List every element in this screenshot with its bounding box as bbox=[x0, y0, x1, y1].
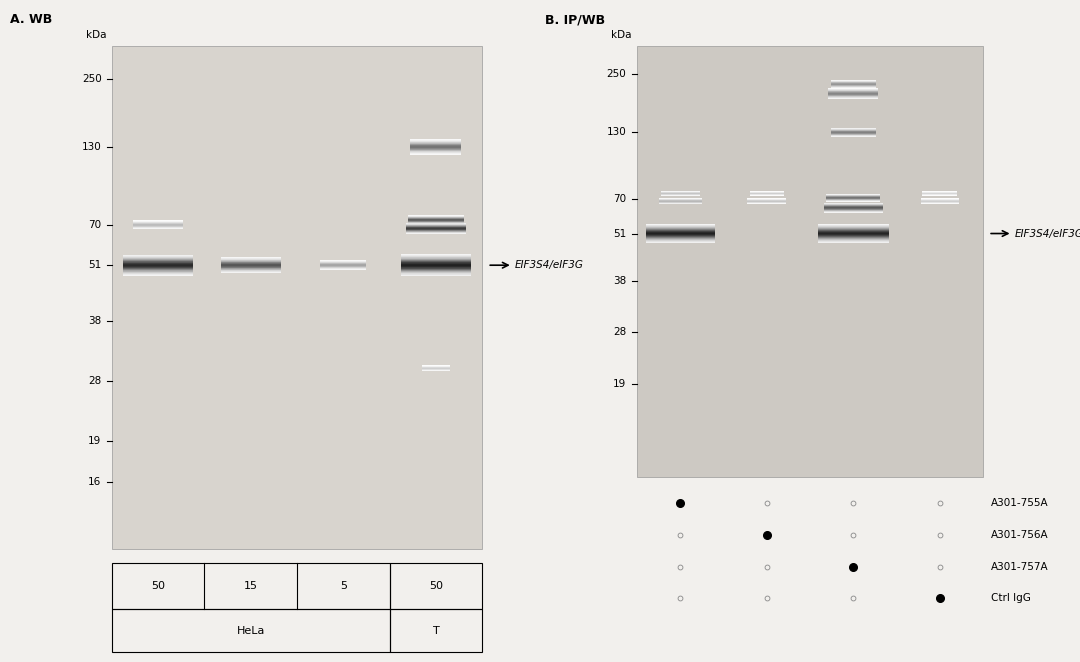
Bar bbox=[111, 609, 390, 652]
Text: 51: 51 bbox=[613, 228, 626, 238]
Text: 16: 16 bbox=[89, 477, 102, 487]
Text: HeLa: HeLa bbox=[237, 626, 265, 636]
Text: 5: 5 bbox=[340, 581, 347, 591]
Bar bbox=[637, 46, 983, 477]
Text: 28: 28 bbox=[613, 328, 626, 338]
Text: 130: 130 bbox=[607, 127, 626, 138]
Text: 250: 250 bbox=[82, 74, 102, 84]
Text: B. IP/WB: B. IP/WB bbox=[545, 13, 606, 26]
Text: 50: 50 bbox=[151, 581, 165, 591]
Text: EIF3S4/eIF3G: EIF3S4/eIF3G bbox=[515, 260, 584, 270]
Text: 250: 250 bbox=[607, 70, 626, 79]
Text: 38: 38 bbox=[613, 276, 626, 286]
Text: kDa: kDa bbox=[86, 30, 107, 40]
Text: A301-757A: A301-757A bbox=[991, 561, 1049, 572]
Text: 50: 50 bbox=[429, 581, 443, 591]
Bar bbox=[390, 563, 482, 609]
Text: A301-756A: A301-756A bbox=[991, 530, 1049, 540]
Bar bbox=[111, 46, 482, 549]
Text: 19: 19 bbox=[613, 379, 626, 389]
Text: 130: 130 bbox=[82, 142, 102, 152]
Text: 70: 70 bbox=[89, 220, 102, 230]
Text: A. WB: A. WB bbox=[10, 13, 53, 26]
Text: 19: 19 bbox=[89, 436, 102, 446]
Text: A301-755A: A301-755A bbox=[991, 498, 1049, 508]
Bar bbox=[111, 563, 390, 609]
Text: kDa: kDa bbox=[611, 30, 632, 40]
Text: 70: 70 bbox=[613, 194, 626, 204]
Bar bbox=[390, 609, 482, 652]
Text: 28: 28 bbox=[89, 376, 102, 386]
Text: 38: 38 bbox=[89, 316, 102, 326]
Text: 51: 51 bbox=[89, 260, 102, 270]
Text: Ctrl IgG: Ctrl IgG bbox=[991, 593, 1030, 604]
Text: T: T bbox=[432, 626, 440, 636]
Text: EIF3S4/eIF3G: EIF3S4/eIF3G bbox=[1015, 228, 1080, 238]
Text: 15: 15 bbox=[244, 581, 258, 591]
